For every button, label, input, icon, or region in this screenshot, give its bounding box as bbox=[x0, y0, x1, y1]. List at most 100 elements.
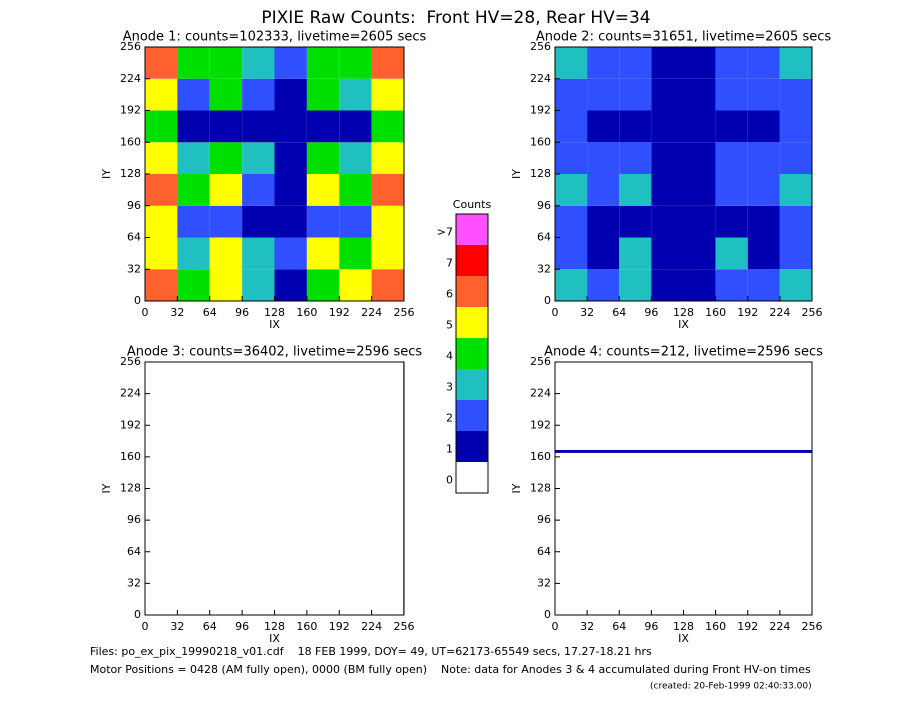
colorbar-frame bbox=[455, 213, 489, 494]
heat-cell bbox=[339, 78, 372, 111]
y-tick-label: 64 bbox=[537, 545, 551, 558]
heat-cell bbox=[339, 237, 372, 270]
heat-cell bbox=[619, 174, 652, 206]
x-tick-label: 160 bbox=[705, 620, 726, 633]
heat-cell bbox=[274, 205, 307, 238]
heat-cell bbox=[306, 142, 340, 174]
y-tick-label: 160 bbox=[530, 135, 551, 148]
y-tick-label: 96 bbox=[127, 513, 141, 526]
y-tick-label: 192 bbox=[120, 104, 141, 117]
heat-cell bbox=[371, 237, 404, 270]
panel-title: Anode 3: counts=36402, livetime=2596 sec… bbox=[127, 345, 423, 360]
y-tick-label: 128 bbox=[530, 167, 551, 180]
heat-cell bbox=[145, 174, 178, 206]
heat-cell bbox=[683, 174, 716, 206]
heat-cell bbox=[619, 78, 652, 111]
heat-cell bbox=[747, 110, 780, 143]
x-tick-label: 64 bbox=[203, 620, 217, 633]
heat-cell bbox=[242, 205, 275, 238]
heat-cell bbox=[209, 47, 243, 79]
heat-cell bbox=[242, 142, 275, 174]
heat-cell bbox=[619, 110, 652, 143]
heat-cell bbox=[274, 78, 307, 111]
y-tick-label: 160 bbox=[120, 135, 141, 148]
heat-cell bbox=[242, 47, 275, 79]
heat-cell bbox=[371, 142, 404, 174]
heat-cell bbox=[145, 110, 178, 143]
heat-cell bbox=[651, 78, 684, 111]
heat-cell bbox=[555, 269, 588, 301]
y-tick-label: 160 bbox=[530, 450, 551, 463]
footer-line: Files: po_ex_pix_19990218_v01.cdf 18 FEB… bbox=[90, 645, 652, 658]
heat-cell bbox=[651, 269, 684, 301]
y-axis-label: IY bbox=[100, 169, 113, 179]
x-tick-label: 96 bbox=[644, 620, 658, 633]
heat-cell bbox=[683, 269, 716, 301]
y-tick-label: 128 bbox=[530, 482, 551, 495]
heat-cell bbox=[747, 205, 780, 238]
heat-cell bbox=[371, 205, 404, 238]
heat-cell bbox=[242, 78, 275, 111]
x-tick-label: 192 bbox=[737, 306, 758, 319]
y-tick-label: 96 bbox=[127, 199, 141, 212]
colorbar-swatch bbox=[456, 307, 488, 338]
colorbar-label: 0 bbox=[446, 474, 453, 487]
x-tick-label: 128 bbox=[673, 620, 694, 633]
x-tick-label: 32 bbox=[170, 306, 184, 319]
y-tick-label: 192 bbox=[530, 104, 551, 117]
heat-cell bbox=[747, 78, 780, 111]
x-tick-label: 192 bbox=[737, 620, 758, 633]
heat-cell bbox=[339, 110, 372, 143]
x-tick-label: 0 bbox=[142, 306, 149, 319]
heat-cell bbox=[242, 269, 275, 301]
heat-cell bbox=[555, 142, 588, 174]
y-axis-label: IY bbox=[100, 483, 113, 493]
x-tick-label: 32 bbox=[580, 306, 594, 319]
heat-cell bbox=[371, 269, 404, 301]
heat-cell bbox=[177, 110, 210, 143]
heat-cell bbox=[555, 205, 588, 238]
x-tick-label: 256 bbox=[394, 306, 415, 319]
heat-cell bbox=[779, 269, 812, 301]
heat-cell bbox=[683, 110, 716, 143]
heat-cell bbox=[339, 142, 372, 174]
heat-cell bbox=[274, 269, 307, 301]
heat-cell bbox=[242, 174, 275, 206]
heat-cell bbox=[145, 47, 178, 79]
heat-cell bbox=[209, 205, 243, 238]
heat-cell bbox=[306, 269, 340, 301]
heat-cell bbox=[371, 110, 404, 143]
heat-cell bbox=[555, 110, 588, 143]
heat-cell bbox=[209, 269, 243, 301]
y-axis-label: IY bbox=[510, 169, 523, 179]
heat-cell bbox=[371, 78, 404, 111]
x-tick-label: 192 bbox=[329, 306, 350, 319]
heat-cell bbox=[145, 237, 178, 270]
colorbar-title: Counts bbox=[453, 198, 492, 211]
heat-cell bbox=[587, 47, 620, 79]
x-axis-label: IX bbox=[269, 632, 280, 645]
heat-cell bbox=[339, 269, 372, 301]
y-tick-label: 192 bbox=[530, 418, 551, 431]
x-tick-label: 64 bbox=[612, 306, 626, 319]
y-tick-label: 192 bbox=[120, 418, 141, 431]
y-tick-label: 0 bbox=[544, 608, 551, 621]
heat-cell bbox=[306, 110, 340, 143]
colorbar-label: 3 bbox=[446, 381, 453, 394]
footer-line: Motor Positions = 0428 (AM fully open), … bbox=[90, 663, 811, 676]
heat-cell bbox=[274, 142, 307, 174]
heat-cell bbox=[619, 237, 652, 270]
panel-title: Anode 2: counts=31651, livetime=2605 sec… bbox=[536, 30, 832, 45]
heat-cell bbox=[555, 47, 588, 79]
y-tick-label: 256 bbox=[530, 355, 551, 368]
colorbar-label: 6 bbox=[446, 288, 453, 301]
x-tick-label: 160 bbox=[296, 620, 317, 633]
heat-cell bbox=[177, 269, 210, 301]
heat-cell bbox=[619, 142, 652, 174]
heat-cell bbox=[177, 237, 210, 270]
x-tick-label: 96 bbox=[235, 620, 249, 633]
x-tick-label: 256 bbox=[802, 620, 823, 633]
heat-cell bbox=[715, 110, 748, 143]
